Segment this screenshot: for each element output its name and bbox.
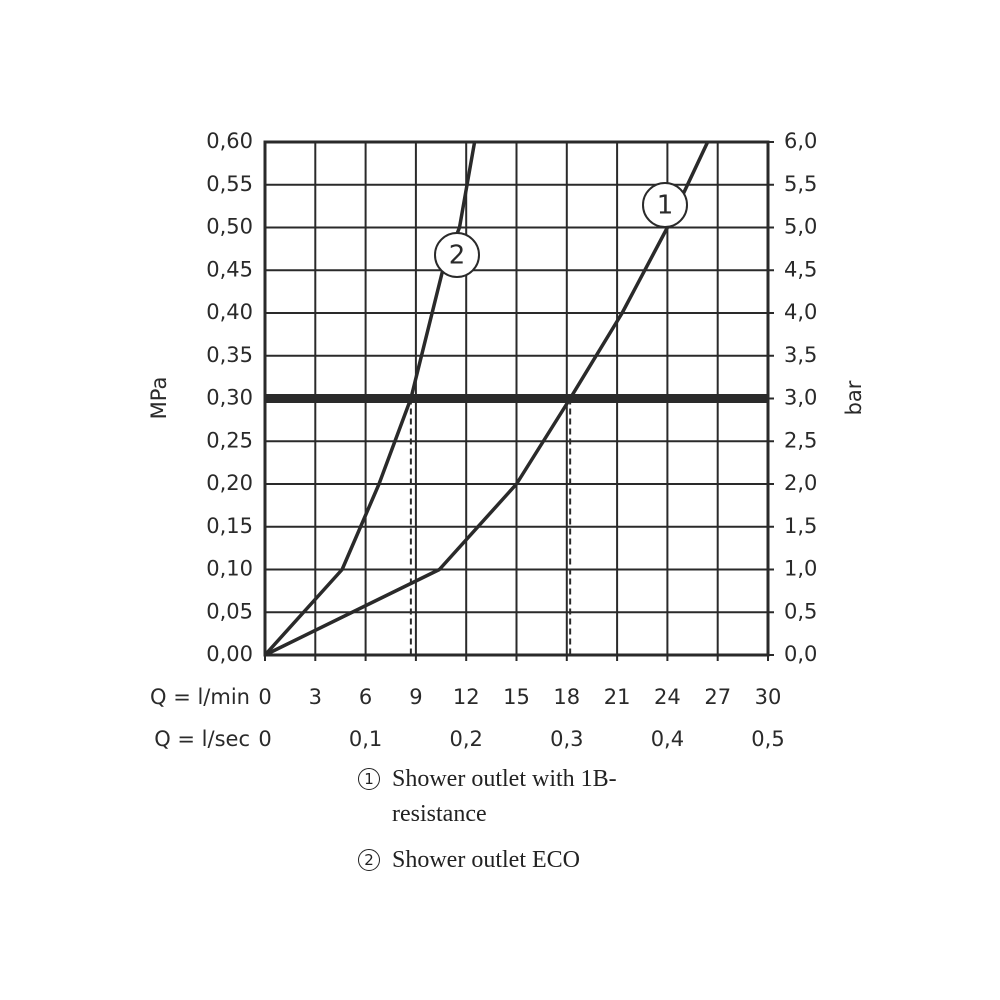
y-tick-label: 0,35 <box>206 343 253 367</box>
x-axis-label: Q = l/min <box>150 685 250 709</box>
y2-tick-label: 4,5 <box>784 257 817 281</box>
y-tick-label: 0,05 <box>206 599 253 623</box>
y2-tick-label: 5,0 <box>784 215 817 239</box>
legend-text: Shower outlet ECO <box>392 847 580 873</box>
y2-tick-label: 6,0 <box>784 129 817 153</box>
x2-tick-label: 0,4 <box>651 727 684 751</box>
x-tick-label: 21 <box>604 685 631 709</box>
x-tick-label: 30 <box>755 685 782 709</box>
legend-text: Shower outlet with 1B-resistance <box>392 766 617 827</box>
x2-tick-label: 0,5 <box>751 727 784 751</box>
x2-tick-label: 0,3 <box>550 727 583 751</box>
y2-tick-label: 1,5 <box>784 514 817 538</box>
series-label-circle <box>642 182 688 228</box>
y2-tick-label: 3,0 <box>784 386 817 410</box>
y-tick-label: 0,00 <box>206 642 253 666</box>
y2-tick-label: 5,5 <box>784 172 817 196</box>
x2-tick-label: 0,2 <box>449 727 482 751</box>
y2-tick-label: 2,5 <box>784 428 817 452</box>
x-tick-label: 6 <box>359 685 372 709</box>
y2-tick-label: 4,0 <box>784 300 817 324</box>
y-tick-label: 0,30 <box>206 386 253 410</box>
y-tick-label: 0,25 <box>206 428 253 452</box>
legend-number: 2 <box>358 849 380 871</box>
y2-tick-label: 2,0 <box>784 471 817 495</box>
series-label: 1 <box>657 191 674 221</box>
legend-item: 1 Shower outlet with 1B-resistance <box>358 762 677 832</box>
y-axis-label: MPa <box>147 377 171 420</box>
plot-frame <box>263 140 770 657</box>
legend-number: 1 <box>358 768 380 790</box>
y-tick-label: 0,40 <box>206 300 253 324</box>
series-line <box>263 141 477 657</box>
y2-tick-label: 0,5 <box>784 599 817 623</box>
y-tick-label: 0,10 <box>206 557 253 581</box>
x-tick-label: 9 <box>409 685 422 709</box>
series-label: 2 <box>449 241 466 271</box>
series-label-circle <box>434 232 480 278</box>
y-tick-label: 0,45 <box>206 257 253 281</box>
y2-axis-label: bar <box>842 380 866 415</box>
x-tick-label: 0 <box>258 685 271 709</box>
y-tick-label: 0,55 <box>206 172 253 196</box>
y-tick-label: 0,15 <box>206 514 253 538</box>
x-tick-label: 15 <box>503 685 530 709</box>
y2-tick-label: 0,0 <box>784 642 817 666</box>
x2-axis-label: Q = l/sec <box>154 727 250 751</box>
y-tick-label: 0,60 <box>206 129 253 153</box>
y2-tick-label: 3,5 <box>784 343 817 367</box>
y2-tick-label: 1,0 <box>784 557 817 581</box>
y-tick-label: 0,50 <box>206 215 253 239</box>
x-tick-label: 27 <box>704 685 731 709</box>
x-tick-label: 3 <box>309 685 322 709</box>
x-tick-label: 18 <box>553 685 580 709</box>
x2-tick-label: 0,1 <box>349 727 382 751</box>
x2-tick-label: 0 <box>258 727 271 751</box>
x-tick-label: 24 <box>654 685 681 709</box>
legend-item: 2 Shower outlet ECO <box>358 843 677 878</box>
x-tick-label: 12 <box>453 685 480 709</box>
y-tick-label: 0,20 <box>206 471 253 495</box>
